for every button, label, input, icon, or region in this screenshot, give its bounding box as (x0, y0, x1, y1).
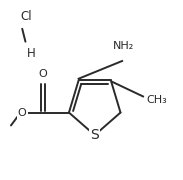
Text: O: O (18, 108, 27, 118)
Text: NH₂: NH₂ (113, 41, 134, 51)
Text: Cl: Cl (21, 10, 32, 23)
Text: H: H (27, 47, 36, 60)
Text: S: S (90, 128, 99, 142)
Text: O: O (39, 69, 48, 79)
Text: CH₃: CH₃ (146, 95, 167, 105)
